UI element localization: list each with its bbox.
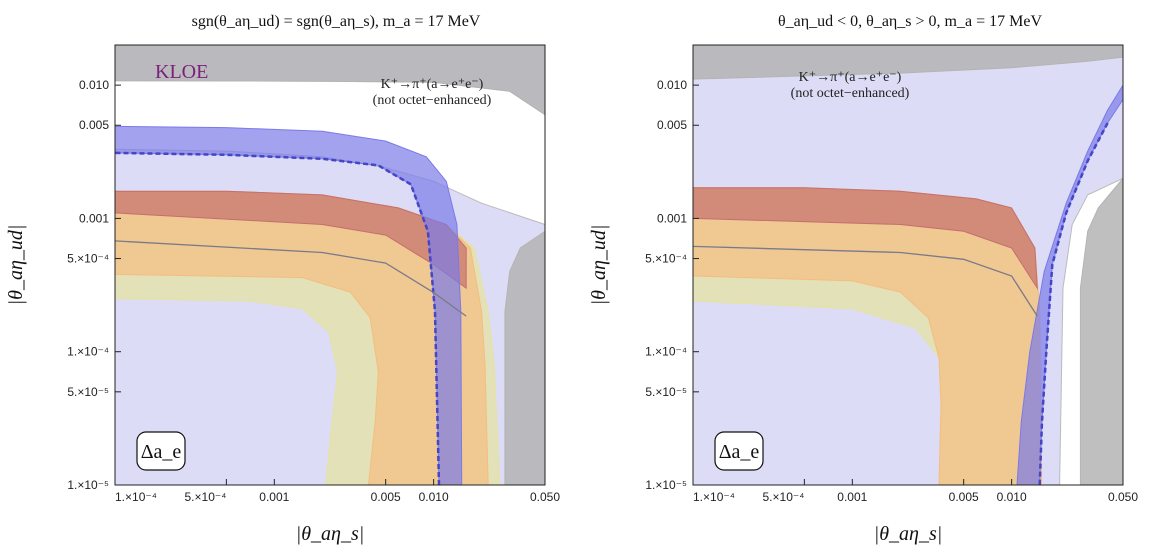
x-tick-label: 0.010 [419,490,449,504]
y-tick-label: 1.×10⁻⁵ [645,478,687,492]
gray-central-line [114,240,467,317]
y-tick-label: 1.×10⁻⁴ [67,345,109,359]
x-tick-label: 0.010 [997,490,1027,504]
y-tick-label: 0.005 [657,118,687,132]
x-tick-label: 1.×10⁻⁴ [115,490,157,504]
y-tick-label: 0.001 [79,211,109,225]
right-panel: θ_aη_ud < 0, θ_aη_s > 0, m_a = 17 MeV 1.… [588,13,1138,545]
x-tick-label: 1.×10⁻⁴ [693,490,735,504]
x-tick-label: 0.001 [837,490,867,504]
left-x-ticks: 1.×10⁻⁴ 5.×10⁻⁴ 0.001 0.005 0.010 0.050 [114,479,560,504]
left-delta-label: Δa_e [141,441,182,463]
left-kaon-label: K⁺→π⁺(a→e⁺e⁻) [381,77,484,92]
right-plot-frame [692,44,1124,486]
y-tick-label: 5.×10⁻⁵ [645,385,687,399]
right-y-axis-label: |θ_aη_ud| [588,225,610,306]
right-delta-box [714,431,764,471]
y-tick-label: 5.×10⁻⁵ [67,385,109,399]
right-delta-label: Δa_e [719,441,760,463]
blue-central-dashed-line [114,151,441,486]
left-delta-box [136,431,186,471]
right-bands [692,44,1124,486]
y-tick-label: 0.010 [657,78,687,92]
band-gray-right [504,230,546,486]
x-tick-label: 0.050 [530,490,560,504]
right-x-axis-label: |θ_aη_s| [874,523,943,545]
left-kaon-sublabel: (not octet−enhanced) [373,93,492,108]
left-bands [114,44,546,486]
left-panel: sgn(θ_aη_ud) = sgn(θ_aη_s), m_a = 17 MeV… [5,13,560,545]
left-chart-title: sgn(θ_aη_ud) = sgn(θ_aη_s), m_a = 17 MeV [192,13,481,30]
y-tick-label: 1.×10⁻⁴ [645,345,687,359]
right-contour-lines [692,122,1109,486]
right-chart-title: θ_aη_ud < 0, θ_aη_s > 0, m_a = 17 MeV [778,13,1042,30]
right-x-ticks: 1.×10⁻⁴ 5.×10⁻⁴ 0.001 0.005 0.010 0.050 [692,479,1138,504]
band-red [114,190,467,290]
y-tick-label: 5.×10⁻⁴ [645,252,687,266]
left-kloe-label: KLOE [155,61,208,83]
x-tick-label: 0.005 [371,490,401,504]
left-plot-frame [114,44,546,486]
y-tick-label: 0.010 [79,78,109,92]
gray-central-line [692,245,1038,317]
y-tick-label: 1.×10⁻⁵ [67,478,109,492]
left-y-axis-label: |θ_aη_ud| [5,225,27,306]
y-tick-label: 5.×10⁻⁴ [67,252,109,266]
y-tick-label: 0.001 [657,211,687,225]
x-tick-label: 0.001 [259,490,289,504]
right-kaon-sublabel: (not octet−enhanced) [791,86,910,101]
x-tick-label: 5.×10⁻⁴ [763,490,805,504]
left-x-axis-label: |θ_aη_s| [296,523,365,545]
x-tick-label: 5.×10⁻⁴ [185,490,227,504]
y-tick-label: 0.005 [79,118,109,132]
right-kaon-label: K⁺→π⁺(a→e⁺e⁻) [799,70,902,85]
left-contour-lines [114,151,467,486]
x-tick-label: 0.050 [1108,490,1138,504]
blue-central-dashed-line [1038,122,1109,486]
x-tick-label: 0.005 [949,490,979,504]
right-y-ticks: 1.×10⁻⁵ 5.×10⁻⁵ 1.×10⁻⁴ 5.×10⁻⁴ 0.001 0.005 0.… [645,78,699,492]
left-y-ticks: 1.×10⁻⁵ 5.×10⁻⁵ 1.×10⁻⁴ 5.×10⁻⁴ 0.001 0.005 0.… [67,78,121,492]
band-red [692,187,1038,290]
